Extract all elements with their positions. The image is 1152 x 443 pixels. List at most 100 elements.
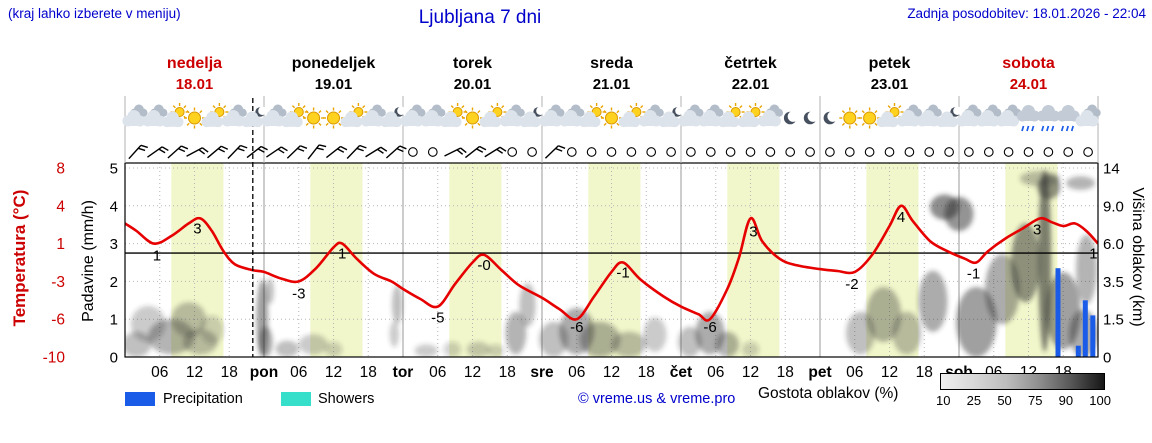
cloud-density-gradient [940, 373, 1105, 390]
cloud-blob [324, 341, 343, 357]
density-tick: 100 [1089, 393, 1111, 408]
wind-calm-icon [805, 147, 815, 157]
weather-icon-cloud [420, 104, 446, 127]
day-date-21.01: 21.01 [592, 76, 631, 93]
precip-axis-tick: 0 [110, 350, 118, 367]
temperature-value-label: 1 [1089, 245, 1097, 262]
x-axis-hour-tick: 12 [742, 364, 759, 381]
temperature-value-label: -3 [292, 285, 305, 302]
cloud-blob [1037, 174, 1061, 199]
day-date-19.01: 19.01 [314, 76, 353, 93]
x-axis-hour-tick: 18 [499, 364, 516, 381]
day-date-24.01: 24.01 [1009, 76, 1048, 93]
temperature-axis-tick: -6 [51, 312, 65, 329]
x-axis-hour-tick: 12 [325, 364, 342, 381]
weather-icon-cloud [559, 104, 585, 127]
wind-barb-icon [147, 146, 169, 158]
cloud-blob [505, 311, 527, 355]
cloud-blob [579, 321, 621, 357]
precip-axis-tick: 3 [110, 236, 118, 253]
weather-icon-moon-cloud [241, 106, 267, 128]
x-axis-hour-tick: 06 [846, 364, 863, 381]
temperature-axis-tick: -3 [51, 274, 65, 291]
cloud-axis-tick: 1.5 [1103, 312, 1124, 329]
x-axis-hour-tick: 06 [151, 364, 168, 381]
cloud-blob [741, 341, 760, 357]
day-date-20.01: 20.01 [453, 76, 492, 93]
wind-calm-icon [983, 147, 994, 157]
precip-axis-tick: 1 [110, 312, 118, 329]
weather-icon-moon-cloud [936, 106, 962, 128]
cloud-blob [392, 285, 403, 325]
wind-calm-icon [864, 147, 875, 157]
weather-icon-sun [303, 107, 325, 129]
weather-icon-sun [839, 107, 861, 129]
x-axis-day-tick: pon [250, 364, 278, 381]
cloud-density-label: Gostota oblakov (%) [758, 385, 899, 402]
day-name-nedelja: nedelja [166, 55, 223, 72]
cloud-blob [985, 254, 1020, 325]
weather-icon-cloud [976, 104, 1002, 127]
x-axis-hour-tick: 12 [186, 364, 203, 381]
weather-icon-cloud [539, 104, 565, 127]
density-tick: 50 [997, 393, 1012, 408]
wind-calm-icon [507, 147, 518, 157]
wind-calm-icon [1063, 147, 1074, 157]
wind-barb-icon [266, 146, 288, 158]
wind-barb-icon [385, 145, 407, 159]
temperature-value-label: 1 [153, 248, 161, 265]
cloud-blob [389, 321, 399, 347]
wind-calm-icon [825, 147, 835, 157]
temperature-value-label: -5 [431, 310, 444, 327]
precipitation-bar [1082, 300, 1088, 357]
x-axis-hour-tick: 06 [568, 364, 585, 381]
precipitation-swatch [125, 392, 155, 406]
cloud-blob [1066, 176, 1096, 190]
x-axis-day-tick: tor [393, 364, 414, 381]
cloud-blob [200, 315, 224, 345]
weather-icon-cloud [142, 104, 168, 127]
wind-calm-icon [408, 147, 418, 157]
cloud-blob [466, 341, 490, 357]
wind-calm-icon [1023, 147, 1034, 157]
wind-calm-icon [586, 147, 597, 157]
weather-icon-moon-cloud [519, 106, 545, 128]
cloud-blob [678, 326, 702, 357]
wind-calm-icon [606, 147, 617, 157]
precipitation-legend-label: Precipitation [163, 391, 243, 407]
wind-barb-icon [484, 146, 507, 158]
cloud-axis-tick: 9.0 [1103, 198, 1124, 215]
weather-icon-moon [803, 110, 819, 125]
wind-calm-icon [666, 147, 676, 157]
daytime-band [727, 163, 780, 357]
day-name-četrtek: četrtek [724, 55, 777, 72]
cloud-blob [715, 331, 739, 357]
day-name-ponedeljek: ponedeljek [291, 55, 376, 72]
cloud-blob [944, 196, 974, 231]
weather-icon-sun [323, 107, 344, 129]
precip-axis-tick: 5 [110, 161, 118, 178]
wind-barb-icon [128, 144, 148, 160]
weather-icon-sun-cloud [479, 103, 507, 128]
cloud-blob [443, 341, 461, 357]
precip-axis-tick: 4 [110, 198, 118, 215]
wind-calm-icon [1003, 147, 1014, 157]
wind-calm-icon [566, 147, 577, 157]
wind-barb-icon [464, 145, 487, 159]
weather-icon-cloud [698, 104, 724, 127]
cloud-blob [866, 287, 902, 342]
weather-icon-moon-cloud [658, 106, 684, 128]
weather-icon-cloud [499, 104, 525, 127]
copyright-link[interactable]: © vreme.us & vreme.pro [578, 391, 736, 407]
wind-calm-icon [765, 147, 776, 157]
wind-barb-icon [346, 144, 367, 159]
density-tick: 75 [1027, 393, 1043, 408]
cloud-blob [275, 340, 299, 357]
x-axis-hour-tick: 18 [638, 364, 655, 381]
wind-calm-icon [924, 147, 935, 157]
temperature-value-label: -1 [967, 266, 980, 283]
wind-barb-icon [365, 146, 388, 158]
wind-barb-icon [325, 145, 348, 159]
